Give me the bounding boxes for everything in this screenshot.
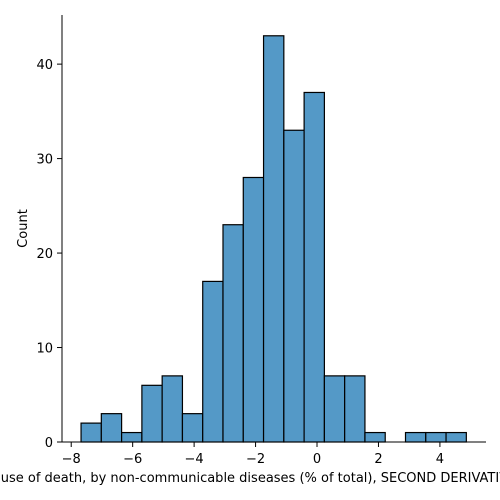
- x-axis-label: Cause of death, by non-communicable dise…: [0, 471, 500, 486]
- histogram-bar: [364, 431, 386, 443]
- histogram-bar: [323, 375, 346, 443]
- y-tick-label: 40: [36, 58, 53, 73]
- histogram-bar: [161, 375, 184, 443]
- y-tick-label: 10: [36, 342, 53, 357]
- histogram-bar: [404, 431, 427, 443]
- x-tick-label: 0: [313, 452, 321, 467]
- y-tick-label: 0: [45, 436, 53, 451]
- histogram-bar: [222, 224, 244, 443]
- histogram-bar: [242, 176, 265, 443]
- histogram-bar: [445, 431, 467, 443]
- x-tick-label: −4: [185, 452, 204, 467]
- histogram-bar: [303, 91, 325, 443]
- x-tick-label: 4: [436, 452, 444, 467]
- histogram-bar: [344, 375, 366, 443]
- x-tick-label: 2: [374, 452, 382, 467]
- histogram-bar: [283, 129, 305, 443]
- histogram-bars: [80, 35, 467, 443]
- x-tick-label: −8: [62, 452, 81, 467]
- y-tick-label: 30: [36, 153, 53, 168]
- histogram-bar: [181, 413, 204, 443]
- x-axis: −8 −6 −4 −2 0 2 4: [62, 441, 486, 467]
- histogram-bar: [141, 384, 163, 443]
- histogram-bar: [262, 35, 285, 443]
- y-axis-label: Count: [16, 209, 31, 248]
- histogram-bar: [202, 280, 224, 443]
- y-axis: 0 10 20 30 40: [36, 15, 63, 451]
- histogram-bar: [80, 422, 102, 443]
- x-tick-label: −6: [123, 452, 142, 467]
- histogram-bar: [121, 431, 143, 443]
- x-tick-label: −2: [246, 452, 265, 467]
- histogram-bar: [425, 431, 447, 443]
- y-tick-label: 20: [36, 247, 53, 262]
- histogram-bar: [100, 413, 123, 443]
